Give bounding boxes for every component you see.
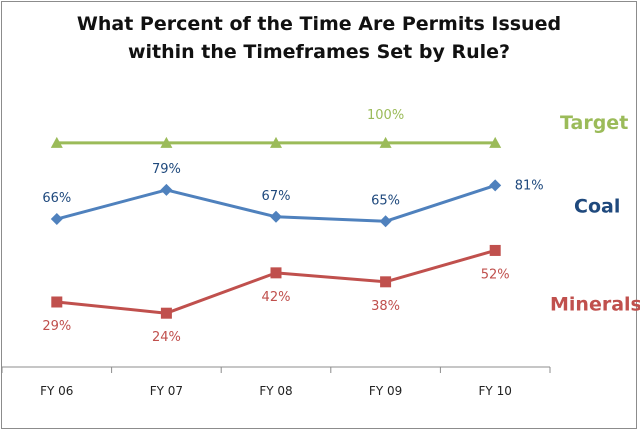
minerals-point: [380, 276, 392, 288]
target-point: [50, 136, 63, 148]
coal-point: [489, 179, 502, 192]
chart-title-line-2: within the Timeframes Set by Rule?: [127, 41, 511, 63]
minerals-point: [270, 267, 282, 279]
x-tick-label: FY 08: [259, 384, 292, 398]
coal-point: [270, 210, 282, 223]
target-point: [270, 136, 282, 148]
coal-point: [50, 213, 63, 226]
coal-series-name: Coal: [574, 195, 620, 217]
coal-data-label: 65%: [371, 193, 400, 208]
coal-point: [379, 215, 392, 228]
minerals-data-label: 42%: [262, 290, 291, 305]
target-point: [379, 136, 392, 148]
x-tick-label: FY 09: [369, 384, 402, 398]
minerals-point: [51, 296, 63, 308]
chart-title: What Percent of the Time Are Permits Iss…: [0, 10, 638, 66]
x-tick-label: FY 07: [150, 384, 183, 398]
x-tick-label: FY 06: [40, 384, 73, 398]
coal-data-label: 81%: [515, 178, 544, 193]
minerals-series-name: Minerals: [550, 293, 640, 315]
minerals-point: [160, 307, 172, 319]
minerals-data-label: 24%: [152, 330, 181, 345]
x-tick-label: FY 10: [479, 384, 512, 398]
minerals-point: [489, 244, 501, 256]
coal-data-label: 66%: [42, 191, 71, 206]
target-point: [489, 136, 502, 148]
target-series-name: Target: [560, 112, 628, 134]
target-point: [160, 136, 173, 148]
target-data-label: 100%: [367, 108, 404, 123]
coal-data-label: 67%: [262, 189, 291, 204]
minerals-data-label: 38%: [371, 299, 400, 314]
chart-title-line-1: What Percent of the Time Are Permits Iss…: [76, 13, 562, 35]
minerals-data-label: 52%: [481, 267, 510, 282]
coal-data-label: 79%: [152, 162, 181, 177]
coal-point: [160, 183, 173, 196]
minerals-data-label: 29%: [42, 319, 71, 334]
